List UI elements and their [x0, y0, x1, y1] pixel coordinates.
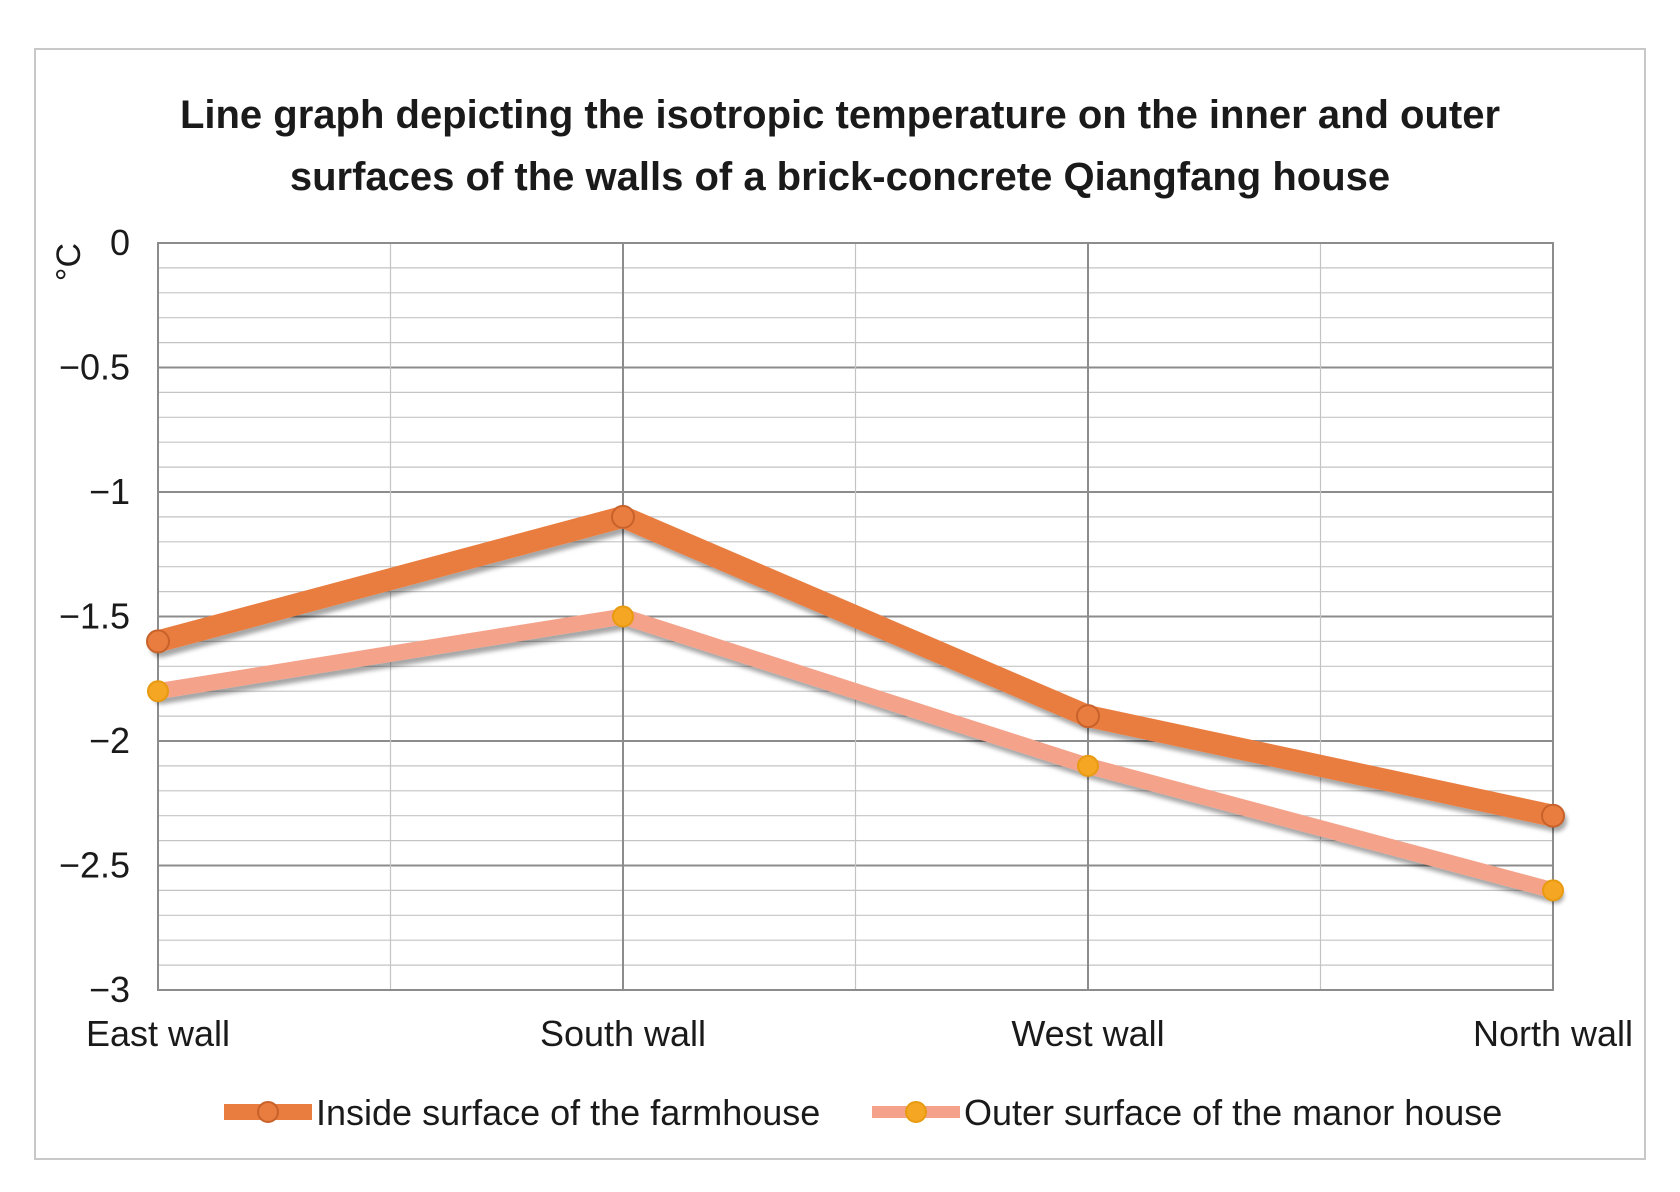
data-point: [1542, 879, 1564, 902]
x-tick-label: North wall: [1473, 1013, 1633, 1054]
x-tick-label: West wall: [1011, 1013, 1164, 1054]
series-2: [147, 605, 1564, 902]
y-tick-label: −2: [89, 720, 130, 761]
y-tick-label: −2.5: [59, 845, 130, 886]
chart-title-line-1: Line graph depicting the isotropic tempe…: [180, 93, 1500, 137]
plot-area: [157, 242, 1554, 991]
y-tick-label: −1: [89, 471, 130, 512]
y-tick-label: 0: [110, 222, 130, 263]
legend-item-2: Outer surface of the manor house: [872, 1092, 1502, 1133]
data-point: [146, 629, 170, 654]
legend-item-1: Inside surface of the farmhouse: [224, 1092, 820, 1133]
y-axis-ticks: 0 −0.5 −1 −1.5 −2 −2.5 −3: [59, 222, 130, 1010]
y-axis-label: °C: [50, 243, 88, 281]
x-tick-label: East wall: [86, 1013, 230, 1054]
x-axis-ticks: East wall South wall West wall North wall: [86, 1013, 1633, 1054]
x-tick-label: South wall: [540, 1013, 706, 1054]
data-point: [611, 504, 635, 529]
legend-label: Inside surface of the farmhouse: [316, 1092, 820, 1133]
legend-label: Outer surface of the manor house: [964, 1092, 1502, 1133]
data-point: [1076, 704, 1100, 729]
y-tick-label: −1.5: [59, 596, 130, 637]
legend-marker: [905, 1101, 927, 1123]
series-line: [150, 608, 1561, 899]
data-point: [612, 605, 634, 628]
y-tick-label: −0.5: [59, 347, 130, 388]
series-line: [147, 505, 1564, 827]
series-1: [146, 504, 1565, 828]
series-layer: [146, 504, 1565, 902]
legend: Inside surface of the farmhouse Outer sur…: [224, 1092, 1502, 1133]
y-tick-label: −3: [89, 969, 130, 1010]
data-point: [1541, 803, 1565, 828]
chart-title-line-2: surfaces of the walls of a brick-concret…: [290, 155, 1390, 199]
plot-border: [157, 242, 1554, 991]
legend-marker: [257, 1101, 279, 1123]
data-point: [1077, 754, 1099, 777]
data-point: [147, 680, 169, 703]
